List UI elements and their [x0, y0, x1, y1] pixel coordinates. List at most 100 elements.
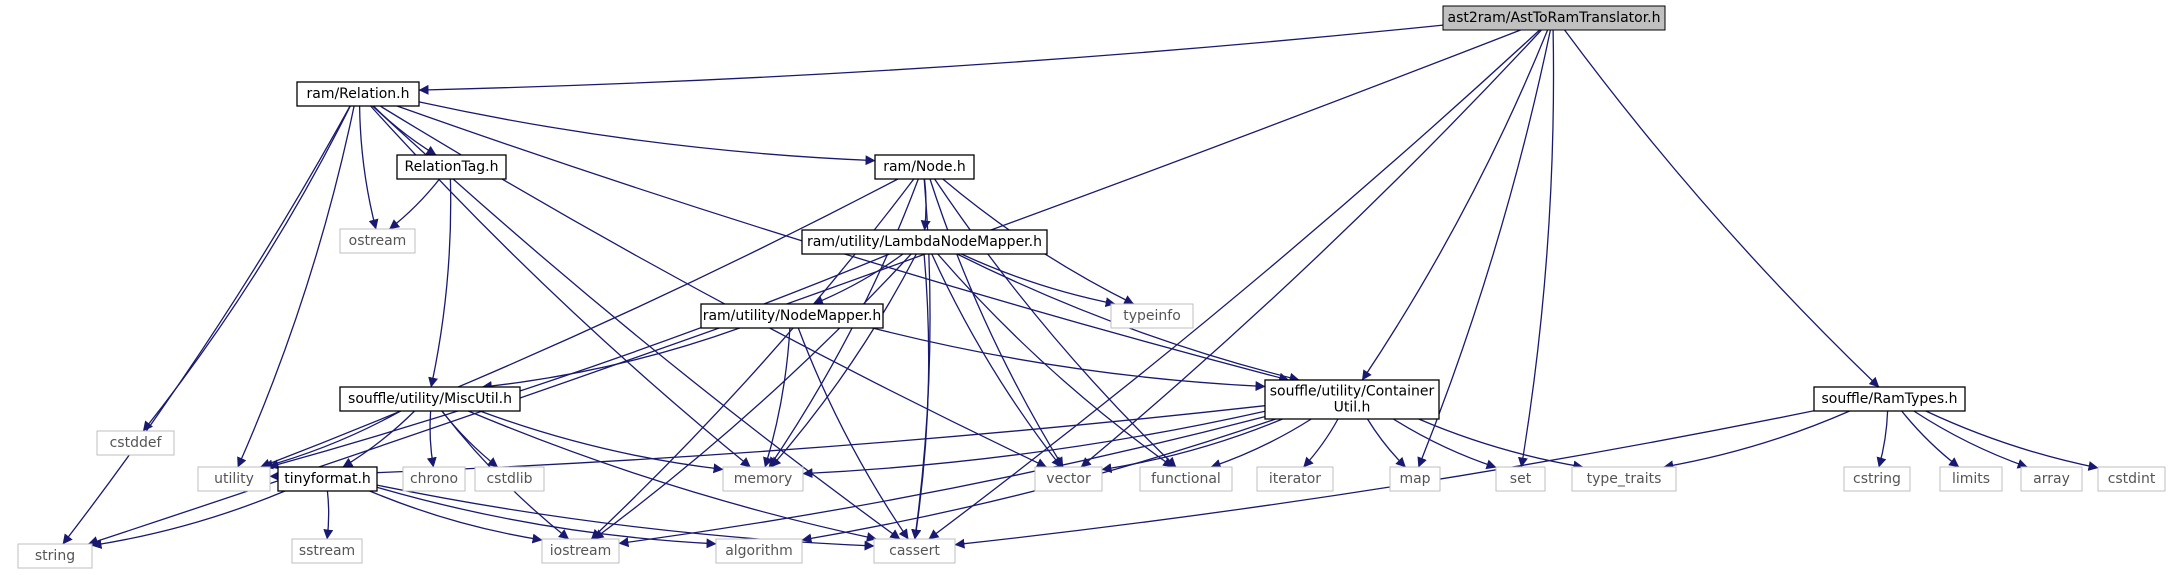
node-ast2ram-asttoramtranslator-h[interactable]: ast2ram/AstToRamTranslator.h [1442, 5, 1666, 31]
node-label: sstream [299, 543, 355, 559]
node-label: cstdint [2108, 471, 2156, 487]
file-nodes: ast2ram/AstToRamTranslator.h ram/Relation… [17, 5, 2166, 569]
node-cstring: cstring [1843, 466, 1911, 492]
node-typeinfo: typeinfo [1110, 303, 1194, 329]
node-box [2097, 466, 2166, 492]
node-label: ram/Relation.h [306, 86, 409, 102]
node-label: iterator [1269, 471, 1321, 487]
node-label: cstdlib [486, 471, 532, 487]
node-ostream: ostream [339, 228, 416, 254]
node-ram-relation-h[interactable]: ram/Relation.h [296, 81, 420, 107]
edge-ast2ram-asttoramtranslator-h-to-vector [1080, 29, 1542, 468]
edge-ram-utility-lambdanodemapper-h-to-cassert [911, 253, 930, 540]
node-ram-node-h[interactable]: ram/Node.h [874, 154, 975, 180]
node-vector: vector [1034, 466, 1103, 492]
node-label: memory [734, 471, 793, 487]
dependency-edges [62, 24, 2099, 551]
node-sstream: sstream [291, 538, 363, 564]
node-souffle-utility-miscutil-h[interactable]: souffle/utility/MiscUtil.h [339, 386, 521, 412]
edge-ram-relation-h-to-ostream [358, 105, 379, 230]
node-label: cassert [889, 543, 940, 559]
node-functional: functional [1139, 466, 1233, 492]
edge-souffle-ramtypes-h-to-type-traits [1663, 410, 1850, 471]
node-box [17, 543, 93, 569]
node-box [1939, 466, 2003, 492]
node-cstdlib: cstdlib [474, 466, 545, 492]
node-label: algorithm [725, 543, 793, 559]
edge-ram-utility-lambdanodemapper-h-to-typeinfo [961, 253, 1116, 308]
node-box [1843, 466, 1911, 492]
edge-souffle-utility-containerutil-h-to-utility [269, 405, 1266, 482]
edge-ram-relation-h-to-ram-node-h [418, 101, 876, 166]
node-array: array [2020, 466, 2083, 492]
edge-souffle-utility-miscutil-h-to-chrono [426, 410, 437, 468]
node-label: ram/utility/NodeMapper.h [703, 308, 882, 324]
node-box [873, 538, 956, 564]
node-box [715, 538, 803, 564]
node-label: cstring [1853, 471, 1901, 487]
edge-ram-utility-nodemapper-h-to-cassert [797, 327, 909, 540]
edge-tinyformat-h-to-algorithm [376, 486, 717, 549]
edge-tinyformat-h-to-string [91, 490, 286, 549]
node-box [474, 466, 545, 492]
node-cstdint: cstdint [2097, 466, 2166, 492]
node-box [1571, 466, 1677, 492]
node-box [96, 430, 175, 456]
edge-souffle-utility-miscutil-h-to-utility [262, 410, 401, 470]
node-label: souffle/utility/MiscUtil.h [348, 391, 512, 407]
edge-ram-utility-nodemapper-h-to-souffle-utility-miscutil-h [481, 327, 740, 391]
node-box [1139, 466, 1233, 492]
node-label: vector [1046, 471, 1091, 487]
node-label: ostream [349, 233, 407, 249]
node-box [1495, 466, 1546, 492]
edge-souffle-utility-containerutil-h-to-iterator [1303, 418, 1339, 468]
edge-ram-utility-lambdanodemapper-h-to-ram-utility-nodemapper-h [813, 253, 904, 306]
node-cassert: cassert [873, 538, 956, 564]
edge-souffle-utility-containerutil-h-to-functional [1210, 418, 1312, 469]
node-box [277, 466, 378, 492]
node-label: iostream [550, 543, 612, 559]
node-box [1034, 466, 1103, 492]
node-type-traits: type_traits [1571, 466, 1677, 492]
edge-ram-utility-nodemapper-h-to-memory [763, 327, 791, 468]
node-label: cstddef [110, 435, 163, 451]
edge-ram-utility-lambdanodemapper-h-to-functional [937, 253, 1174, 468]
edge-ram-utility-lambdanodemapper-h-to-utility [268, 253, 890, 470]
node-ram-utility-lambdanodemapper-h[interactable]: ram/utility/LambdaNodeMapper.h [801, 229, 1048, 255]
edge-souffle-utility-miscutil-h-to-cassert [468, 410, 877, 542]
edge-ram-relation-h-to-utility [237, 105, 355, 468]
node-label: limits [1952, 471, 1990, 487]
node-box [197, 466, 271, 492]
node-relationtag-h[interactable]: RelationTag.h [396, 154, 507, 180]
node-label: tinyformat.h [284, 471, 371, 487]
node-souffle-ramtypes-h[interactable]: souffle/RamTypes.h [1813, 386, 1966, 412]
node-set: set [1495, 466, 1546, 492]
node-box [339, 228, 416, 254]
node-tinyformat-h[interactable]: tinyformat.h [277, 466, 378, 492]
edge-ram-relation-h-to-string [62, 105, 351, 545]
edge-relationtag-h-to-ostream [389, 178, 441, 230]
node-box [1264, 379, 1440, 420]
node-label: typeinfo [1123, 308, 1181, 324]
node-iterator: iterator [1256, 466, 1334, 492]
edge-ast2ram-asttoramtranslator-h-to-ram-relation-h [418, 24, 1444, 95]
node-map: map [1389, 466, 1441, 492]
node-label: map [1399, 471, 1430, 487]
node-box [801, 229, 1048, 255]
node-label: ram/utility/LambdaNodeMapper.h [807, 234, 1042, 250]
node-box [1389, 466, 1441, 492]
node-box [2020, 466, 2083, 492]
node-label: Util.h [1334, 400, 1371, 416]
edge-souffle-utility-containerutil-h-to-set [1392, 418, 1497, 470]
edge-ast2ram-asttoramtranslator-h-to-souffle-utility-containerutil-h [1361, 29, 1549, 381]
node-ram-utility-nodemapper-h[interactable]: ram/utility/NodeMapper.h [700, 303, 884, 329]
node-label: RelationTag.h [404, 159, 498, 175]
node-label: souffle/utility/Container [1270, 384, 1435, 400]
node-box [339, 386, 521, 412]
edge-ram-node-h-to-vector [929, 178, 1064, 468]
edge-souffle-utility-containerutil-h-to-vector [1101, 418, 1283, 474]
node-label: ram/Node.h [883, 159, 966, 175]
edge-ram-node-h-to-utility [260, 178, 899, 469]
